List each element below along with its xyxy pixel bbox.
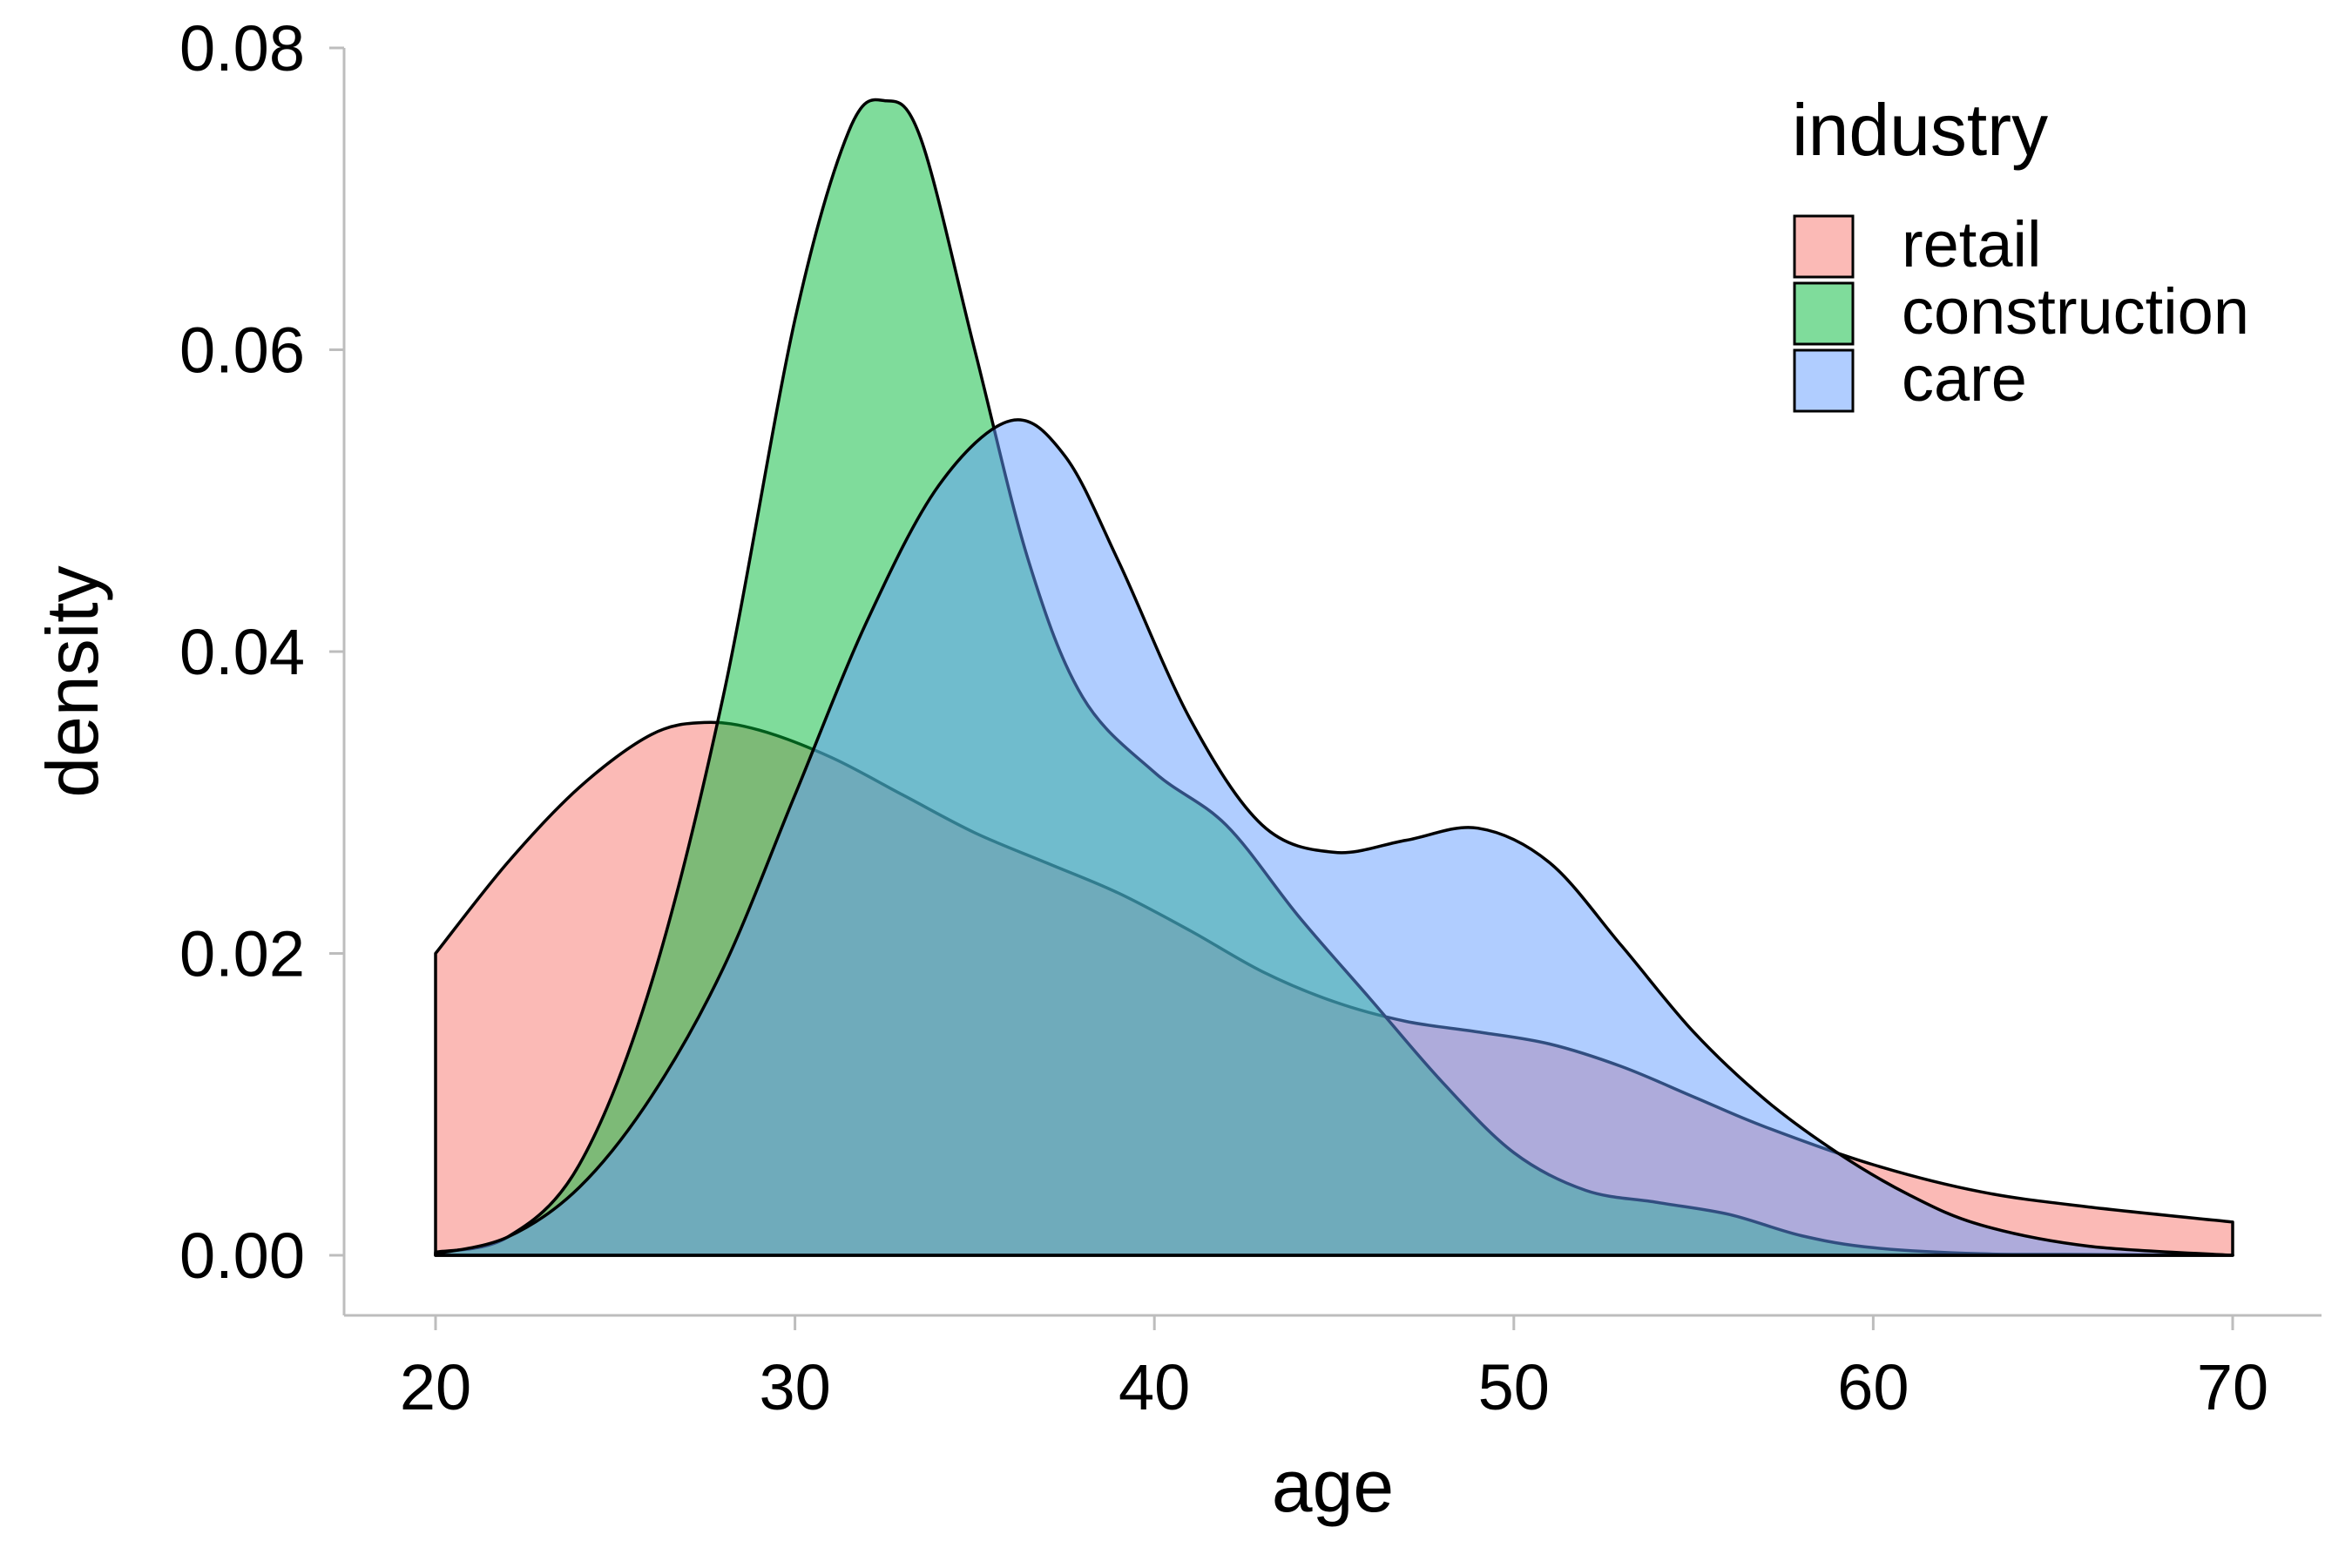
density-areas [434,98,2234,1257]
legend-label-retail: retail [1902,208,2041,280]
y-tick-label: 0.02 [179,918,305,990]
y-tick-label: 0.00 [179,1220,305,1292]
x-axis-title: age [1272,1445,1394,1527]
y-tick-label: 0.04 [179,616,305,688]
y-tick-label: 0.08 [179,12,305,84]
density-area-care [434,418,2234,1257]
y-axis-title: density [31,565,113,797]
x-tick-label: 70 [2197,1351,2268,1423]
y-ticks: 0.00 0.02 0.04 0.06 0.08 [179,12,344,1292]
legend-key-retail [1793,214,1855,279]
x-tick-label: 40 [1119,1351,1190,1423]
axes [342,48,2322,1317]
legend-title: industry [1792,89,2048,171]
legend-key-care [1793,348,1855,413]
legend-key-construction [1793,281,1855,346]
legend-label-construction: construction [1902,275,2249,348]
legend-label-care: care [1902,342,2027,415]
x-tick-label: 50 [1478,1351,1550,1423]
y-tick-label: 0.06 [179,314,305,387]
x-tick-label: 20 [400,1351,471,1423]
x-tick-label: 30 [759,1351,830,1423]
x-ticks: 20 30 40 50 60 70 [400,1315,2268,1423]
x-tick-label: 60 [1837,1351,1909,1423]
